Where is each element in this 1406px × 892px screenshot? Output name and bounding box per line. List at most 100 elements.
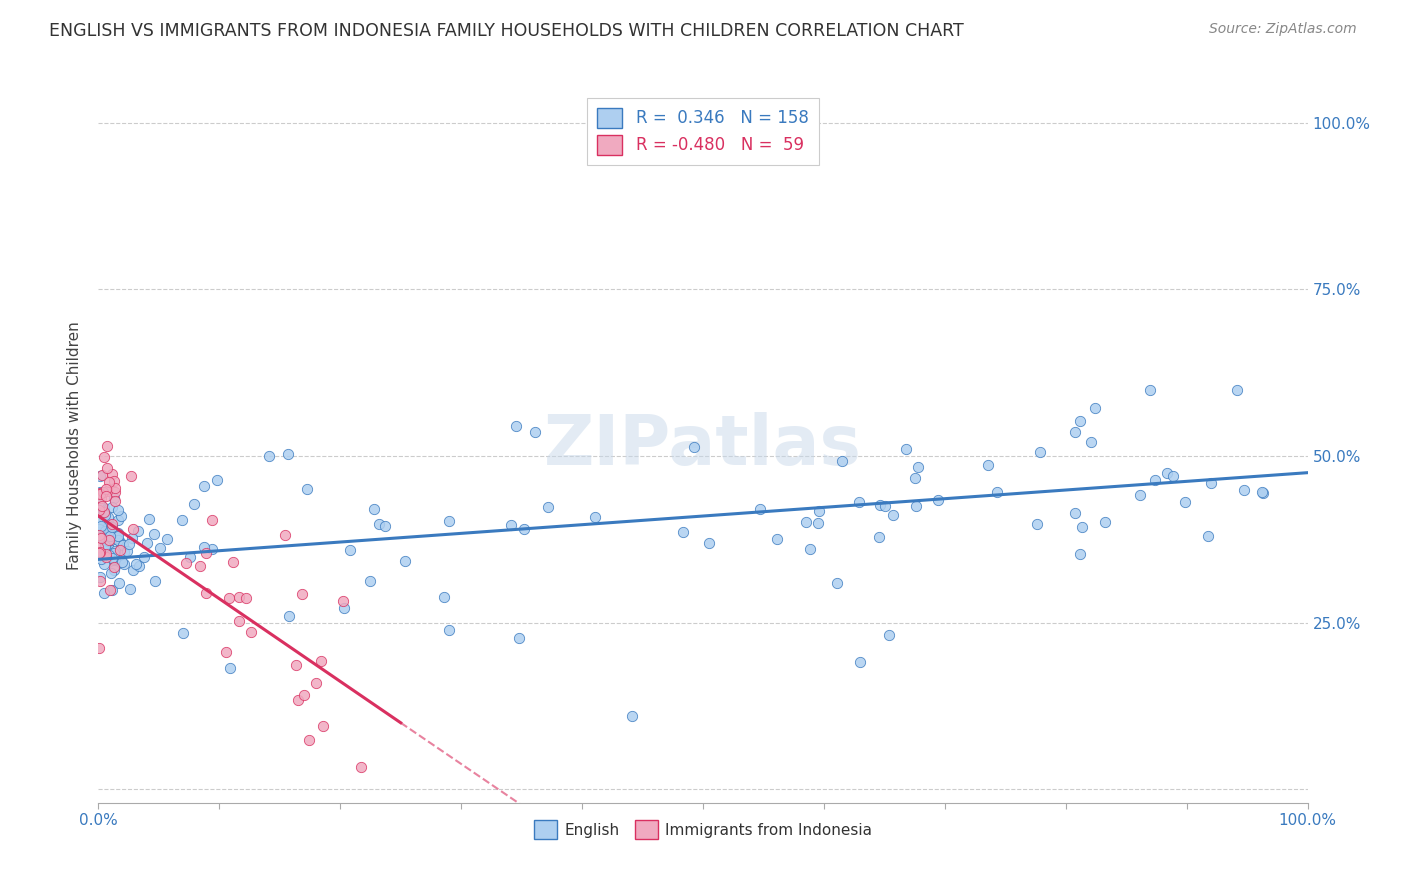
Point [849, 655, 872, 669]
Point [228, 614, 250, 628]
Point [89, 640, 111, 655]
Point [89, 545, 111, 559]
Point [183, 497, 205, 511]
Point [100, 517, 122, 532]
Point [1144, 473, 1167, 487]
Point [1174, 495, 1197, 509]
Point [97, 510, 120, 524]
Point [305, 676, 328, 690]
Point [87, 528, 110, 542]
Point [505, 419, 527, 434]
Point [93, 537, 115, 551]
Point [96, 547, 118, 561]
Point [672, 524, 695, 539]
Point [91, 503, 114, 517]
Point [1233, 483, 1256, 498]
Point [273, 528, 295, 542]
Point [174, 556, 197, 570]
Point [97, 534, 120, 549]
Point [128, 559, 150, 574]
Point [333, 601, 356, 615]
Point [201, 541, 224, 556]
Point [1069, 547, 1091, 561]
Point [523, 425, 546, 439]
Point [172, 513, 194, 527]
Point [110, 551, 132, 566]
Point [108, 534, 131, 549]
Point [179, 549, 201, 564]
Point [94, 539, 117, 553]
Point [127, 524, 149, 538]
Point [766, 532, 789, 546]
Point [90, 551, 112, 566]
Point [1129, 488, 1152, 502]
Point [112, 557, 135, 571]
Point [96, 461, 118, 475]
Point [583, 510, 606, 524]
Point [290, 587, 312, 601]
Point [91, 507, 114, 521]
Point [94, 489, 117, 503]
Point [89, 574, 111, 588]
Point [1070, 520, 1092, 534]
Point [121, 564, 143, 578]
Point [1197, 529, 1219, 543]
Point [87, 541, 110, 555]
Point [121, 531, 143, 545]
Point [93, 511, 115, 525]
Point [96, 516, 118, 530]
Point [104, 529, 127, 543]
Point [136, 536, 159, 550]
Point [94, 482, 117, 496]
Point [122, 522, 145, 536]
Point [1029, 444, 1052, 458]
Point [927, 492, 949, 507]
Point [145, 574, 167, 588]
Point [89, 570, 111, 584]
Point [194, 586, 217, 600]
Point [292, 688, 315, 702]
Point [90, 491, 112, 505]
Point [118, 537, 141, 551]
Point [97, 538, 120, 552]
Point [100, 566, 122, 580]
Point [193, 479, 215, 493]
Point [93, 557, 115, 571]
Point [98, 529, 121, 543]
Point [93, 505, 115, 519]
Point [848, 494, 870, 508]
Point [87, 522, 110, 536]
Point [869, 498, 891, 512]
Point [235, 591, 257, 606]
Point [219, 661, 242, 675]
Point [103, 481, 125, 495]
Point [201, 513, 224, 527]
Point [1094, 515, 1116, 529]
Point [101, 546, 124, 560]
Point [89, 487, 111, 501]
Point [1080, 434, 1102, 449]
Point [868, 530, 890, 544]
Point [103, 474, 125, 488]
Point [149, 541, 172, 555]
Point [1064, 506, 1087, 520]
Point [98, 528, 121, 542]
Point [87, 515, 110, 529]
Point [439, 514, 461, 528]
Point [91, 500, 114, 514]
Point [91, 484, 114, 499]
Point [91, 547, 114, 561]
Point [112, 538, 135, 552]
Point [1063, 425, 1085, 439]
Point [350, 760, 373, 774]
Point [907, 460, 929, 475]
Point [749, 502, 772, 516]
Point [215, 645, 238, 659]
Point [193, 540, 215, 554]
Point [107, 513, 129, 527]
Point [699, 536, 721, 550]
Point [100, 583, 122, 598]
Point [205, 473, 228, 487]
Point [104, 543, 127, 558]
Point [877, 628, 900, 642]
